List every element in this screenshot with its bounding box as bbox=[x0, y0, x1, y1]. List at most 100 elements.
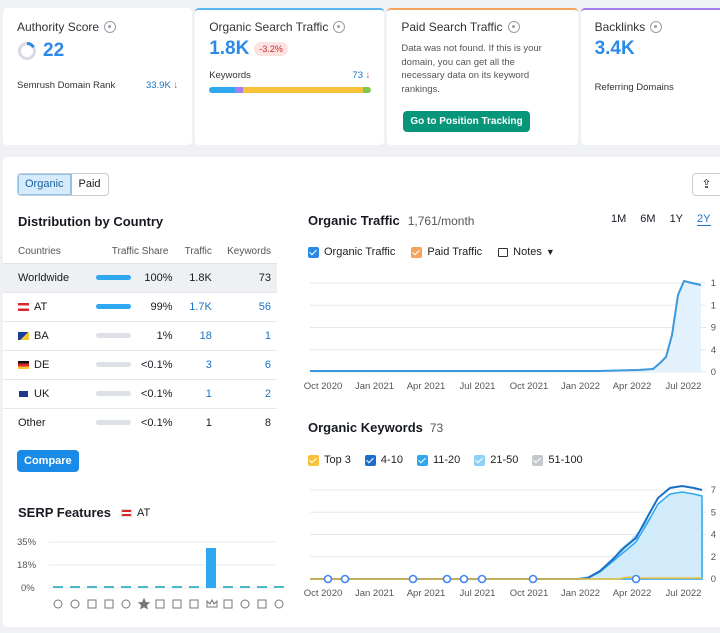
organic-paid-switch: Organic Paid bbox=[17, 173, 109, 196]
x-tick-label: Jul 2021 bbox=[460, 381, 496, 392]
info-icon[interactable] bbox=[333, 21, 346, 33]
google-update-icon[interactable] bbox=[340, 574, 350, 584]
share-value: <0.1% bbox=[140, 416, 173, 429]
organic-keywords-chart[interactable]: Oct 2020 Jan 2021 Apr 2021 Jul 2021 Oct 2021… bbox=[298, 482, 720, 607]
google-update-icon[interactable] bbox=[459, 574, 469, 584]
serp-feature-icon[interactable] bbox=[121, 599, 131, 609]
serp-bar[interactable] bbox=[274, 586, 284, 588]
traffic-value[interactable]: 18 bbox=[178, 321, 218, 351]
4-10-checkbox[interactable] bbox=[364, 454, 376, 466]
serp-bar[interactable] bbox=[87, 586, 97, 588]
y-tick-label: 1 bbox=[711, 278, 716, 289]
serp-bar[interactable] bbox=[104, 586, 114, 588]
organic-traffic-chart[interactable]: Oct 2020 Jan 2021 Apr 2021 Jul 2021 Oct 2021… bbox=[298, 275, 720, 400]
legend-4-10[interactable]: 4-10 bbox=[380, 454, 403, 466]
keywords-value[interactable]: 6 bbox=[217, 350, 277, 380]
serp-feature-icon[interactable] bbox=[70, 599, 80, 609]
period-1y[interactable]: 1Y bbox=[669, 213, 684, 225]
keywords-value[interactable]: 1 bbox=[217, 321, 277, 351]
traffic-value[interactable]: 1.7K bbox=[178, 292, 218, 322]
domain-rank-value[interactable]: 33.9K bbox=[145, 80, 171, 91]
authority-score-card[interactable]: Authority Score 22 Semrush Domain Rank 3… bbox=[3, 8, 193, 145]
serp-bar[interactable] bbox=[121, 586, 131, 588]
legend-paid-traffic[interactable]: Paid Traffic bbox=[427, 246, 483, 258]
traffic-value[interactable]: 3 bbox=[178, 350, 218, 380]
serp-bar[interactable] bbox=[206, 548, 216, 588]
serp-bar[interactable] bbox=[53, 586, 63, 588]
serp-bar[interactable] bbox=[138, 586, 148, 588]
serp-feature-icon[interactable] bbox=[87, 599, 97, 609]
legend-21-50[interactable]: 21-50 bbox=[490, 454, 519, 466]
top3-checkbox[interactable] bbox=[308, 454, 319, 466]
share-value: 1% bbox=[156, 329, 173, 342]
serp-bar[interactable] bbox=[189, 586, 199, 588]
paid-checkbox[interactable] bbox=[411, 246, 423, 258]
serp-y-tick: 35% bbox=[17, 537, 37, 548]
google-update-icon[interactable] bbox=[528, 574, 538, 584]
serp-feature-icon[interactable] bbox=[240, 599, 250, 609]
legend-11-20[interactable]: 11-20 bbox=[432, 454, 461, 466]
go-to-position-tracking-button[interactable]: Go to Position Tracking bbox=[403, 111, 530, 132]
legend-top3[interactable]: Top 3 bbox=[324, 454, 351, 466]
serp-bar[interactable] bbox=[257, 586, 267, 588]
serp-bar[interactable] bbox=[155, 586, 165, 588]
tab-organic[interactable]: Organic bbox=[18, 174, 72, 195]
period-2y[interactable]: 2Y bbox=[697, 213, 711, 226]
google-update-icon[interactable] bbox=[631, 574, 641, 584]
serp-feature-icon[interactable] bbox=[53, 599, 63, 609]
serp-feature-icon[interactable] bbox=[257, 599, 267, 609]
domain-rank-label: Semrush Domain Rank bbox=[17, 80, 116, 91]
compare-button[interactable]: Compare bbox=[17, 450, 79, 472]
google-update-icon[interactable] bbox=[323, 574, 333, 584]
serp-bar[interactable] bbox=[240, 586, 250, 588]
keywords-value[interactable]: 2 bbox=[217, 379, 277, 409]
notes-dropdown[interactable]: Notes ▼ bbox=[498, 246, 555, 258]
paid-traffic-card[interactable]: Paid Search Traffic Data was not found. … bbox=[387, 8, 578, 145]
serp-bar[interactable] bbox=[223, 586, 233, 588]
legend-organic-traffic[interactable]: Organic Traffic bbox=[324, 246, 396, 258]
crown-icon[interactable] bbox=[206, 598, 218, 608]
serp-bar[interactable] bbox=[172, 586, 182, 588]
tab-paid[interactable]: Paid bbox=[78, 178, 101, 190]
period-1m[interactable]: 1M bbox=[611, 213, 627, 225]
table-row: Other <0.1% 1 8 bbox=[3, 407, 277, 437]
serp-feature-icon[interactable] bbox=[104, 599, 114, 609]
serp-feature-icon[interactable] bbox=[189, 599, 199, 609]
traffic-value[interactable]: 1 bbox=[178, 379, 218, 409]
share-value: 100% bbox=[144, 271, 173, 284]
organic-traffic-legend: Organic Traffic Paid Traffic Notes ▼ bbox=[308, 246, 555, 258]
organic-traffic-card-value: 1.8K bbox=[209, 38, 250, 59]
serp-feature-icon[interactable] bbox=[223, 599, 233, 609]
organic-traffic-card[interactable]: Organic Search Traffic 1.8K -3.2% Keywor… bbox=[195, 8, 385, 145]
backlinks-title: Backlinks bbox=[594, 20, 646, 34]
keywords-value[interactable]: 73 bbox=[352, 70, 363, 81]
serp-feature-icon[interactable] bbox=[172, 599, 182, 609]
google-update-icon[interactable] bbox=[442, 574, 452, 584]
export-button[interactable]: ⇪ bbox=[692, 173, 720, 196]
legend-51-100[interactable]: 51-100 bbox=[548, 454, 583, 466]
info-icon[interactable] bbox=[104, 21, 117, 33]
21-50-checkbox[interactable] bbox=[474, 454, 486, 466]
info-icon[interactable] bbox=[507, 21, 520, 33]
info-icon[interactable] bbox=[650, 21, 663, 33]
table-row[interactable]: AT 99% 1.7K 56 bbox=[3, 292, 277, 322]
star-icon[interactable] bbox=[137, 597, 151, 610]
table-row[interactable]: Worldwide 100% 1.8K 73 bbox=[3, 263, 277, 293]
help-icon[interactable] bbox=[274, 599, 284, 609]
serp-feature-icon[interactable] bbox=[155, 599, 165, 609]
authority-ring-icon bbox=[18, 42, 36, 60]
table-row[interactable]: BA 1% 18 1 bbox=[3, 321, 277, 351]
referring-domains-label: Referring Domains bbox=[594, 82, 674, 93]
serp-bar[interactable] bbox=[70, 586, 80, 588]
table-row[interactable]: DE <0.1% 3 6 bbox=[3, 350, 277, 380]
keywords-value[interactable]: 56 bbox=[217, 292, 277, 322]
organic-checkbox[interactable] bbox=[308, 246, 319, 258]
google-update-icon[interactable] bbox=[408, 574, 418, 584]
51-100-checkbox[interactable] bbox=[532, 454, 544, 466]
11-20-checkbox[interactable] bbox=[416, 454, 428, 466]
google-update-icon[interactable] bbox=[477, 574, 487, 584]
share-bar bbox=[96, 391, 132, 396]
table-row[interactable]: UK <0.1% 1 2 bbox=[3, 379, 277, 409]
period-6m[interactable]: 6M bbox=[640, 213, 656, 225]
backlinks-card[interactable]: Backlinks 3.4K Referring Domains bbox=[580, 8, 720, 145]
